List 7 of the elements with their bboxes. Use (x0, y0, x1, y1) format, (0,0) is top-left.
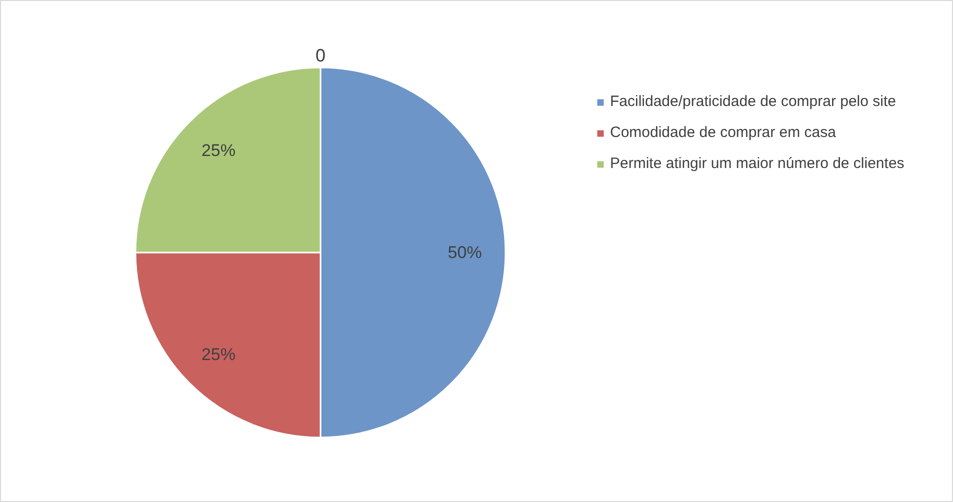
data-label: 25% (201, 140, 236, 160)
chart-title: 0 (315, 46, 326, 66)
legend-label: Comodidade de comprar em casa (610, 124, 836, 141)
legend-label: Facilidade/praticidade de comprar pelo site (610, 93, 896, 110)
data-label: 25% (201, 345, 236, 364)
legend-label: Permite atingir um maior número de clientes (610, 155, 904, 172)
data-label: 50% (448, 243, 482, 262)
